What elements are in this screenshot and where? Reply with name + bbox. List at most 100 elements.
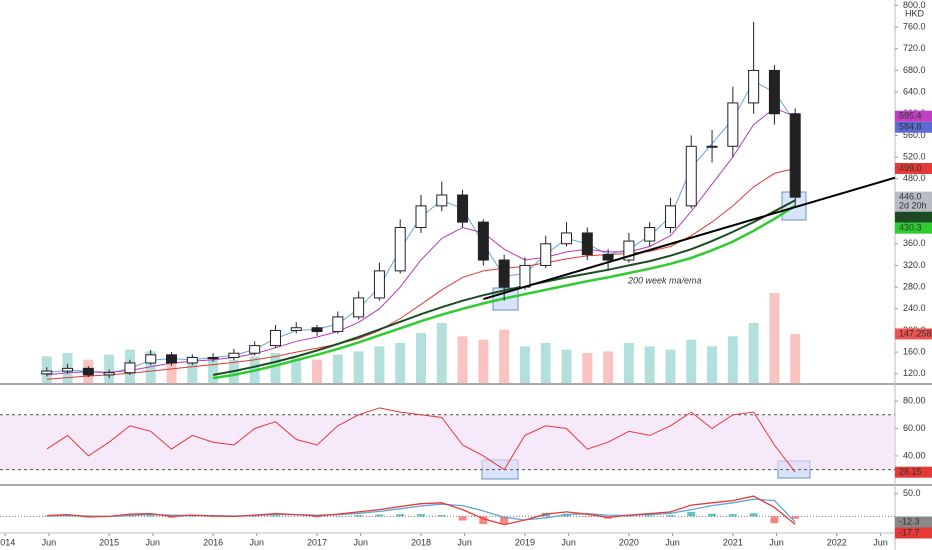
candle-body <box>311 327 323 333</box>
volume-bar <box>291 358 302 383</box>
y-tick-label: 480.0 <box>903 173 926 183</box>
value-label-box <box>895 110 932 122</box>
candle-body <box>748 69 760 104</box>
volume-bar <box>395 343 406 383</box>
value-label: 147.258M <box>899 328 932 338</box>
candle-body <box>623 240 635 261</box>
histogram-bar <box>354 515 363 517</box>
value-label-box <box>895 516 932 528</box>
y-tick-label: 680.0 <box>903 65 926 75</box>
histogram-bar <box>687 511 696 517</box>
volume-bar <box>374 346 385 383</box>
macd-line <box>46 495 796 526</box>
volume-bar <box>644 346 655 383</box>
y-tick-label: 120.0 <box>903 368 926 378</box>
volume-bar <box>478 339 489 383</box>
histogram-bar <box>375 514 384 517</box>
volume-bar <box>540 343 551 383</box>
candle-body <box>394 227 406 272</box>
y-tick-label: 50.0 <box>903 488 921 498</box>
x-tick-label: 2020 <box>619 537 639 547</box>
candle-body <box>498 259 510 288</box>
x-tick-label: 2016 <box>203 537 223 547</box>
trendline-label: 200 week ma/ema <box>627 275 702 285</box>
x-tick-label: 2017 <box>307 537 327 547</box>
value-label: -12.3 <box>899 516 920 526</box>
x-tick-label: 2015 <box>99 537 119 547</box>
volume-bar <box>436 323 447 383</box>
value-label: 440.4 <box>899 212 922 222</box>
value-label-box <box>895 191 932 212</box>
candle-body <box>602 254 614 261</box>
candle-body <box>519 264 531 288</box>
x-tick-label: Jun <box>457 537 472 547</box>
value-label: 430.3 <box>899 223 922 233</box>
x-tick-label: 2022 <box>827 537 847 547</box>
candle-body <box>166 354 178 364</box>
histogram-bar <box>479 516 488 525</box>
y-tick-label: 60.00 <box>903 423 926 433</box>
volume-bar <box>582 353 593 383</box>
x-tick-label: Jun <box>873 537 888 547</box>
candle-body <box>727 102 739 147</box>
value-label: 584.8 <box>899 122 922 132</box>
volume-bar <box>707 346 718 383</box>
y-tick-label: 640.0 <box>903 86 926 96</box>
candle-body <box>706 145 718 148</box>
currency: HKD <box>905 8 925 18</box>
candle-body <box>768 69 780 115</box>
x-tick-label: 2018 <box>411 537 431 547</box>
volume-bar <box>499 329 510 383</box>
volume-bar <box>519 346 530 383</box>
volume-bar <box>415 333 426 383</box>
volume-bar <box>312 359 323 383</box>
candle-body <box>685 145 697 207</box>
candle-body <box>540 243 552 266</box>
y-tick-label: 760.0 <box>903 21 926 31</box>
candle-body <box>436 194 448 207</box>
y-tick-label: 720.0 <box>903 43 926 53</box>
volume-bar <box>208 358 219 383</box>
candle-body <box>62 367 74 372</box>
volume-bar <box>332 354 343 383</box>
volume-bar <box>665 349 676 383</box>
histogram-bar <box>645 515 654 517</box>
value-label: 499.0 <box>899 163 922 173</box>
value-label-box <box>895 222 932 234</box>
candle-body <box>145 354 157 364</box>
rsi-line <box>46 407 796 473</box>
candle-body <box>664 205 676 229</box>
histogram-bar <box>146 515 155 517</box>
volume-bar <box>727 336 738 383</box>
y-tick-label: 240.0 <box>903 303 926 313</box>
histogram-bar <box>313 516 322 518</box>
volume-bar <box>603 351 614 383</box>
candle-body <box>228 352 240 359</box>
histogram-bar <box>728 514 737 517</box>
histogram-bar <box>749 513 758 517</box>
volume-bar <box>270 353 281 383</box>
x-tick-label: Jun <box>146 537 161 547</box>
signal-line <box>46 498 796 523</box>
histogram-bar <box>666 515 675 517</box>
candle-body <box>103 372 115 376</box>
volume-bar <box>790 333 801 383</box>
value-label-box <box>895 121 932 133</box>
volume-bar <box>104 354 115 383</box>
candle-body <box>789 113 801 198</box>
x-tick-label: Jun <box>561 537 576 547</box>
candle-body <box>457 194 469 223</box>
value-label: 595.4 <box>899 111 922 121</box>
candle-body <box>644 227 656 242</box>
volume-bar <box>686 339 697 383</box>
x-tick-label: Jun <box>769 537 784 547</box>
volume-bar <box>623 343 634 383</box>
countdown-label: 2d 20h <box>899 201 927 211</box>
candle-body <box>41 370 53 375</box>
histogram-bar <box>500 516 509 524</box>
volume-bar <box>353 351 364 383</box>
value-label: -17.7 <box>899 527 920 537</box>
candle-body <box>415 205 427 229</box>
histogram-bar <box>416 514 425 517</box>
value-label-box <box>895 527 932 539</box>
